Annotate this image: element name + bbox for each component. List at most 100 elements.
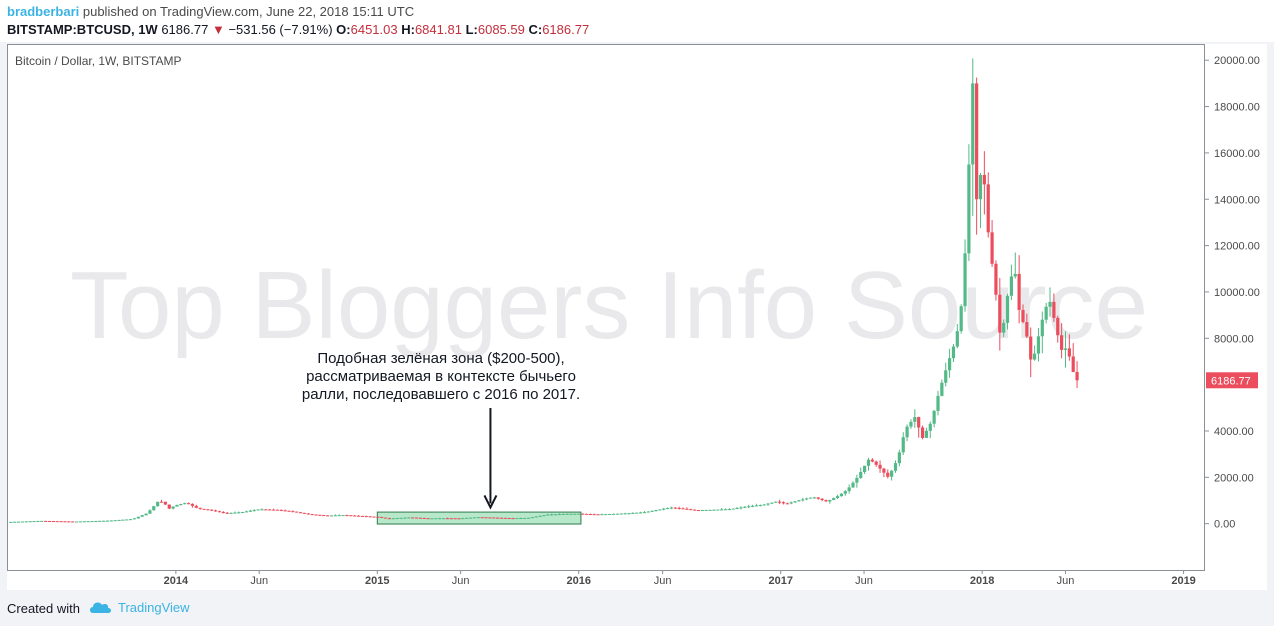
candle-body <box>1040 319 1044 337</box>
candle-body <box>337 515 341 517</box>
candle-body <box>526 517 531 519</box>
open-value: 6451.03 <box>350 22 398 37</box>
candle-body <box>492 517 496 519</box>
candle-body <box>159 501 164 503</box>
candle-body <box>383 517 388 519</box>
candle-body <box>1060 335 1064 350</box>
candle-body <box>306 513 310 515</box>
candle-body <box>360 515 365 517</box>
candle-body <box>175 504 179 507</box>
plot-area <box>7 44 1205 571</box>
candle-body <box>1032 353 1037 360</box>
candle-body <box>932 410 936 424</box>
candle-body <box>105 520 110 522</box>
candle-body <box>372 516 376 518</box>
y-tick-label: 12000.00 <box>1214 241 1260 253</box>
candle-body <box>754 505 759 507</box>
candle-body <box>380 517 384 519</box>
candle-body <box>237 512 241 514</box>
candle-body <box>890 470 894 477</box>
candle-body <box>488 517 492 519</box>
candle-body <box>700 510 704 512</box>
candle-body <box>214 510 218 512</box>
candle-body <box>766 503 770 505</box>
x-tick-label: Jun <box>1057 575 1075 587</box>
candle-body <box>1029 336 1033 360</box>
candle-body <box>863 465 867 473</box>
price-chart[interactable]: Bitcoin / Dollar, 1W, BITSTAMP Top Blogg… <box>7 44 1267 590</box>
candle-body <box>832 498 836 500</box>
candle-body <box>295 511 299 513</box>
candle-body <box>1048 301 1052 307</box>
candle-body <box>221 511 225 513</box>
candle-body <box>843 491 847 494</box>
candle-body <box>955 331 959 347</box>
candle-body <box>604 514 608 516</box>
candle-body <box>801 499 805 501</box>
annotation-line-1: Подобная зелёная зона ($200-500), <box>317 350 564 367</box>
candle-body <box>573 513 577 515</box>
candle-body <box>438 518 442 520</box>
time-axis[interactable]: 2014 Jun 2015 Jun 2016 Jun 2017 Jun 2018 Jun 2019 <box>164 570 1196 587</box>
published-text: published on TradingView.com, June 22, 2… <box>79 4 415 19</box>
candle-body <box>28 521 32 523</box>
candle-body <box>739 507 743 509</box>
candle-body <box>1052 301 1056 318</box>
candle-body <box>356 515 361 517</box>
x-tick-label: Jun <box>452 575 470 587</box>
candle-body <box>13 521 17 523</box>
candle-body <box>190 503 195 506</box>
candle-body <box>565 513 569 515</box>
candle-body <box>847 487 851 492</box>
price-tag-box <box>1206 372 1258 389</box>
candle-body <box>770 502 774 504</box>
candle-body <box>646 511 650 513</box>
candle-body <box>20 521 25 523</box>
high-label: H: <box>401 22 415 37</box>
candle-body <box>990 232 994 264</box>
candle-body <box>797 500 801 502</box>
symbol-label: BITSTAMP:BTCUSD, 1W <box>7 22 158 37</box>
candle-body <box>36 520 40 522</box>
author-link[interactable]: bradberbari <box>7 4 80 19</box>
candle-body <box>349 515 353 517</box>
candle-body <box>468 517 473 519</box>
candle-body <box>870 459 874 462</box>
last-price-tag: 6186.77 <box>1206 372 1258 389</box>
x-tick-label: Jun <box>654 575 672 587</box>
candle-body <box>16 521 21 523</box>
candle-body <box>944 370 948 383</box>
candle-body <box>959 306 963 332</box>
candle-body <box>167 504 171 509</box>
candle-body <box>140 515 144 517</box>
price-axis[interactable]: 20000.00 18000.00 16000.00 14000.00 12000.00… <box>1204 55 1260 531</box>
candle-body <box>186 503 191 505</box>
candle-body <box>750 505 755 507</box>
candle-body <box>1036 336 1041 354</box>
candle-body <box>774 501 778 503</box>
candle-body <box>244 511 249 513</box>
candle-body <box>947 358 952 371</box>
chart-container[interactable]: Bitcoin / Dollar, 1W, BITSTAMP Top Blogg… <box>7 44 1267 590</box>
candle-body <box>1013 273 1017 277</box>
candle-body <box>913 417 917 422</box>
candle-body <box>708 509 712 511</box>
candle-body <box>271 509 276 511</box>
candle-body <box>407 517 411 519</box>
candle-body <box>519 518 523 520</box>
candle-body <box>395 518 399 520</box>
candle-body <box>206 509 210 511</box>
tradingview-logo[interactable]: TradingView <box>88 599 190 615</box>
candle-body <box>940 382 944 396</box>
watermark: Top Bloggers Info Source <box>70 252 1148 359</box>
candle-body <box>322 515 326 517</box>
candle-body <box>264 509 268 511</box>
candle-body <box>252 510 256 512</box>
candle-body <box>47 520 52 522</box>
candle-body <box>441 518 446 520</box>
candle-body <box>291 511 295 513</box>
candle-body <box>623 513 627 515</box>
annotation: Подобная зелёная зона ($200-500), рассма… <box>302 350 580 403</box>
candle-body <box>1017 273 1021 310</box>
candle-body <box>1002 322 1006 333</box>
